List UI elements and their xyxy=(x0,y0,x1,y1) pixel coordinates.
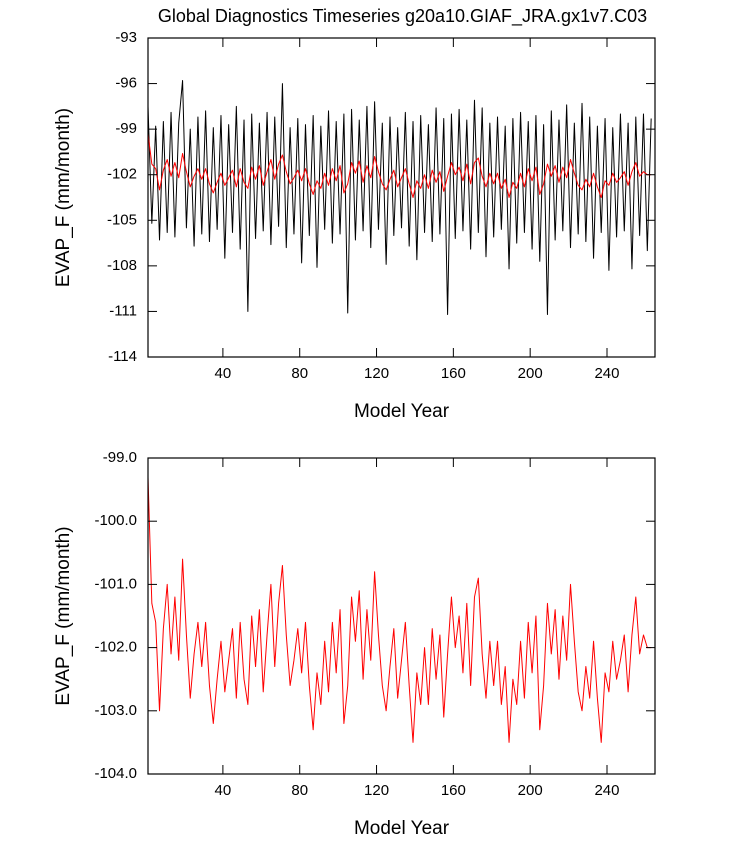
line-series xyxy=(147,80,652,315)
x-tick-label: 240 xyxy=(594,365,619,382)
x-tick-label: 120 xyxy=(364,365,389,382)
plot-frame xyxy=(147,457,656,775)
x-axis-label: Model Year xyxy=(354,818,450,839)
y-tick-label: -99 xyxy=(115,120,137,137)
x-axis-label: Model Year xyxy=(354,401,450,422)
x-tick-label: 200 xyxy=(518,782,543,799)
x-tick-label: 160 xyxy=(441,782,466,799)
x-tick-label: 200 xyxy=(518,365,543,382)
x-tick-label: 240 xyxy=(594,782,619,799)
y-tick-label: -108 xyxy=(107,257,137,274)
x-tick-label: 40 xyxy=(215,782,232,799)
chart-title: Global Diagnostics Timeseries g20a10.GIA… xyxy=(158,6,647,27)
y-tick-label: -102 xyxy=(107,166,137,183)
y-tick-label: -103.0 xyxy=(94,702,137,719)
y-axis-label: EVAP_F (mm/month) xyxy=(53,108,74,287)
x-tick-label: 80 xyxy=(291,365,308,382)
y-tick-label: -104.0 xyxy=(94,765,137,782)
y-tick-label: -102.0 xyxy=(94,639,137,656)
x-tick-label: 80 xyxy=(291,782,308,799)
y-tick-label: -99.0 xyxy=(103,449,137,466)
line-series xyxy=(147,476,652,743)
y-tick-label: -93 xyxy=(115,29,137,46)
y-tick-label: -105 xyxy=(107,211,137,228)
line-series xyxy=(147,133,652,198)
x-tick-label: 120 xyxy=(364,782,389,799)
y-tick-label: -100.0 xyxy=(94,512,137,529)
y-axis-label: EVAP_F (mm/month) xyxy=(53,526,74,705)
plot-frame xyxy=(147,37,656,358)
x-tick-label: 160 xyxy=(441,365,466,382)
y-tick-label: -114 xyxy=(108,348,137,365)
y-tick-label: -96 xyxy=(115,75,137,92)
y-tick-label: -111 xyxy=(109,302,137,319)
x-tick-label: 40 xyxy=(215,365,232,382)
y-tick-label: -101.0 xyxy=(94,575,137,592)
